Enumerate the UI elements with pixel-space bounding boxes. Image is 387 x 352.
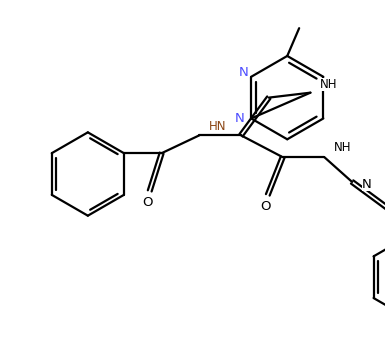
Text: O: O xyxy=(260,200,271,213)
Text: N: N xyxy=(238,66,248,79)
Text: NH: NH xyxy=(320,78,338,91)
Text: NH: NH xyxy=(334,141,352,154)
Text: HN: HN xyxy=(209,120,227,133)
Text: O: O xyxy=(142,196,153,209)
Text: N: N xyxy=(235,112,244,125)
Text: N: N xyxy=(362,178,372,191)
